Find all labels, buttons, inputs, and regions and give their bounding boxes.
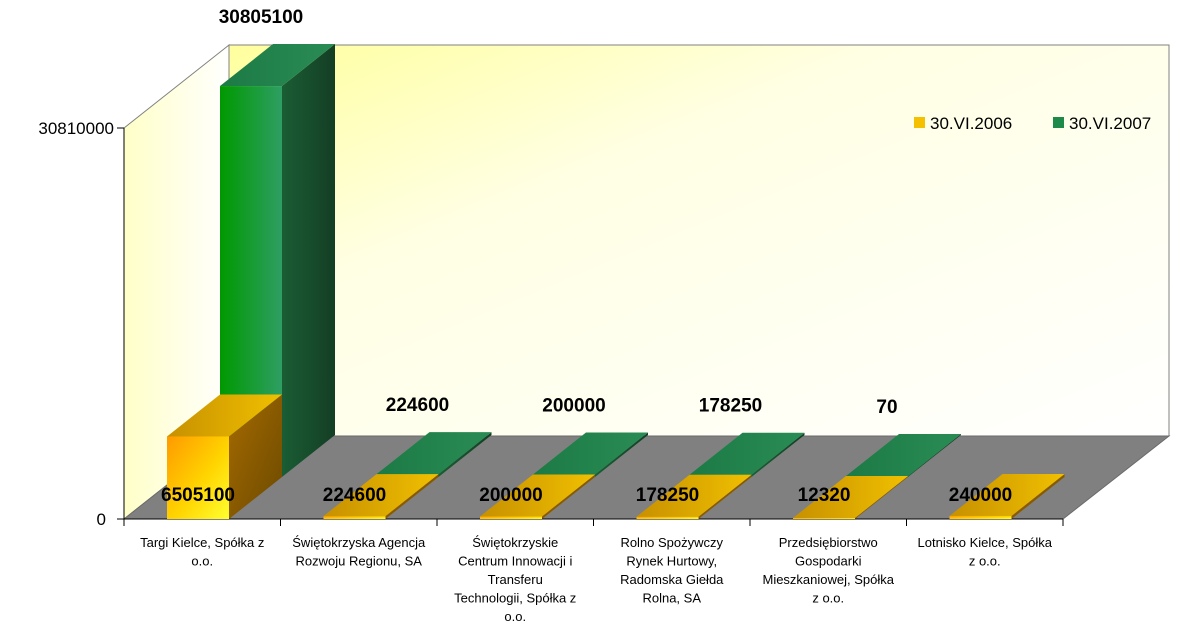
data-label-2006: 12320 xyxy=(798,485,851,506)
bar-front xyxy=(636,516,699,519)
category-labels: Targi Kielce, Spółka z o.o. Świętokrzyska … xyxy=(140,535,1053,624)
bar-2006 xyxy=(793,476,908,519)
category-label-line: z o.o. xyxy=(969,554,1001,569)
legend-swatch-2006 xyxy=(914,117,925,128)
bar-side xyxy=(595,432,648,477)
data-label-2006: 6505100 xyxy=(161,485,235,506)
category-label-line: Świętokrzyska Agencja xyxy=(292,535,426,550)
bar-front xyxy=(323,516,386,519)
bar-side xyxy=(229,394,282,519)
category-label-line: o.o. xyxy=(191,554,213,569)
bar-side xyxy=(855,476,908,519)
y-tick-label-max: 30810000 xyxy=(38,119,114,138)
bar-2006 xyxy=(480,474,595,519)
category-label-line: Rolno Spożywczy xyxy=(620,535,723,550)
bar-side xyxy=(438,432,492,477)
bar-front xyxy=(793,518,855,519)
legend-swatch-2007 xyxy=(1053,117,1064,128)
category-label: Świętokrzyska Agencja Rozwoju Regionu, SA xyxy=(292,535,426,569)
category-label-line: Lotnisko Kielce, Spółka xyxy=(918,535,1053,550)
bar-top xyxy=(689,432,805,475)
bar-2006 xyxy=(323,474,439,519)
data-label-2006: 224600 xyxy=(323,485,386,506)
x-axis-ticks xyxy=(123,519,1064,526)
category-label: Świętokrzyskie Centrum Innowacji i Transfe… xyxy=(454,535,576,624)
category-label-line: Technologii, Spółka z xyxy=(454,591,576,606)
bar-side xyxy=(385,474,439,519)
bar-side xyxy=(282,44,335,477)
bars xyxy=(167,44,1065,519)
bar-top xyxy=(949,473,1065,516)
bar-front xyxy=(949,515,1012,519)
category-label-line: Mieszkaniowej, Spółka xyxy=(762,572,894,587)
category-label-line: o.o. xyxy=(504,609,526,624)
legend: 30.VI.2006 30.VI.2007 xyxy=(914,114,1151,133)
data-label-2007: 30805100 xyxy=(219,7,304,28)
bar-top xyxy=(533,432,648,475)
category-label-line: Centrum Innowacji i xyxy=(458,554,572,569)
category-label-line: Świętokrzyskie xyxy=(472,535,558,550)
data-label-2007: 70 xyxy=(876,397,897,418)
bar-top xyxy=(846,434,961,476)
bar-side xyxy=(698,474,752,519)
legend-label-2007: 30.VI.2007 xyxy=(1069,114,1151,133)
bar-2006 xyxy=(949,473,1065,519)
category-label-line: Targi Kielce, Spółka z xyxy=(140,535,264,550)
category-label-line: Rolna, SA xyxy=(642,591,701,606)
category-label: Lotnisko Kielce, Spółka z o.o. xyxy=(918,535,1053,569)
bar-2006 xyxy=(636,474,752,519)
bar-2006 xyxy=(167,394,282,519)
category-label-line: Rozwoju Regionu, SA xyxy=(296,554,423,569)
bar-top xyxy=(636,474,752,517)
bar-side xyxy=(542,474,595,519)
category-label-line: Rynek Hurtowy, xyxy=(626,554,717,569)
value-labels: 6505100 224600 200000 178250 12320 240000 3080… xyxy=(161,7,1012,506)
bar-side xyxy=(751,432,805,477)
bar-front xyxy=(167,436,229,519)
bar-top xyxy=(480,474,595,517)
category-label: Targi Kielce, Spółka z o.o. xyxy=(140,535,264,569)
category-label-line: Gospodarki xyxy=(795,554,862,569)
category-label: Przedsiębiorstwo Gospodarki Mieszkaniowej,… xyxy=(762,535,894,606)
category-label-line: Transferu xyxy=(488,572,543,587)
data-label-2006: 178250 xyxy=(636,485,699,506)
y-tick-label-zero: 0 xyxy=(97,510,106,529)
bar-top xyxy=(167,394,282,437)
data-label-2006: 240000 xyxy=(949,485,1012,506)
bar-top xyxy=(323,474,439,517)
data-label-2007: 178250 xyxy=(699,396,762,417)
category-label-line: Radomska Giełda xyxy=(620,572,724,587)
data-label-2006: 200000 xyxy=(479,485,542,506)
bar-top xyxy=(376,432,492,475)
bar-top xyxy=(793,476,908,518)
category-label: Rolno Spożywczy Rynek Hurtowy, Radomska Gi… xyxy=(620,535,724,606)
category-label-line: Przedsiębiorstwo xyxy=(779,535,878,550)
chart-back-wall xyxy=(228,44,1170,437)
bar-top xyxy=(220,44,335,87)
data-label-2007: 200000 xyxy=(542,395,605,416)
bar-front xyxy=(480,516,542,519)
data-label-2007: 224600 xyxy=(386,395,449,416)
category-label-line: z o.o. xyxy=(812,591,844,606)
legend-label-2006: 30.VI.2006 xyxy=(930,114,1012,133)
bar-side xyxy=(1011,473,1065,519)
bar-side xyxy=(908,434,961,477)
